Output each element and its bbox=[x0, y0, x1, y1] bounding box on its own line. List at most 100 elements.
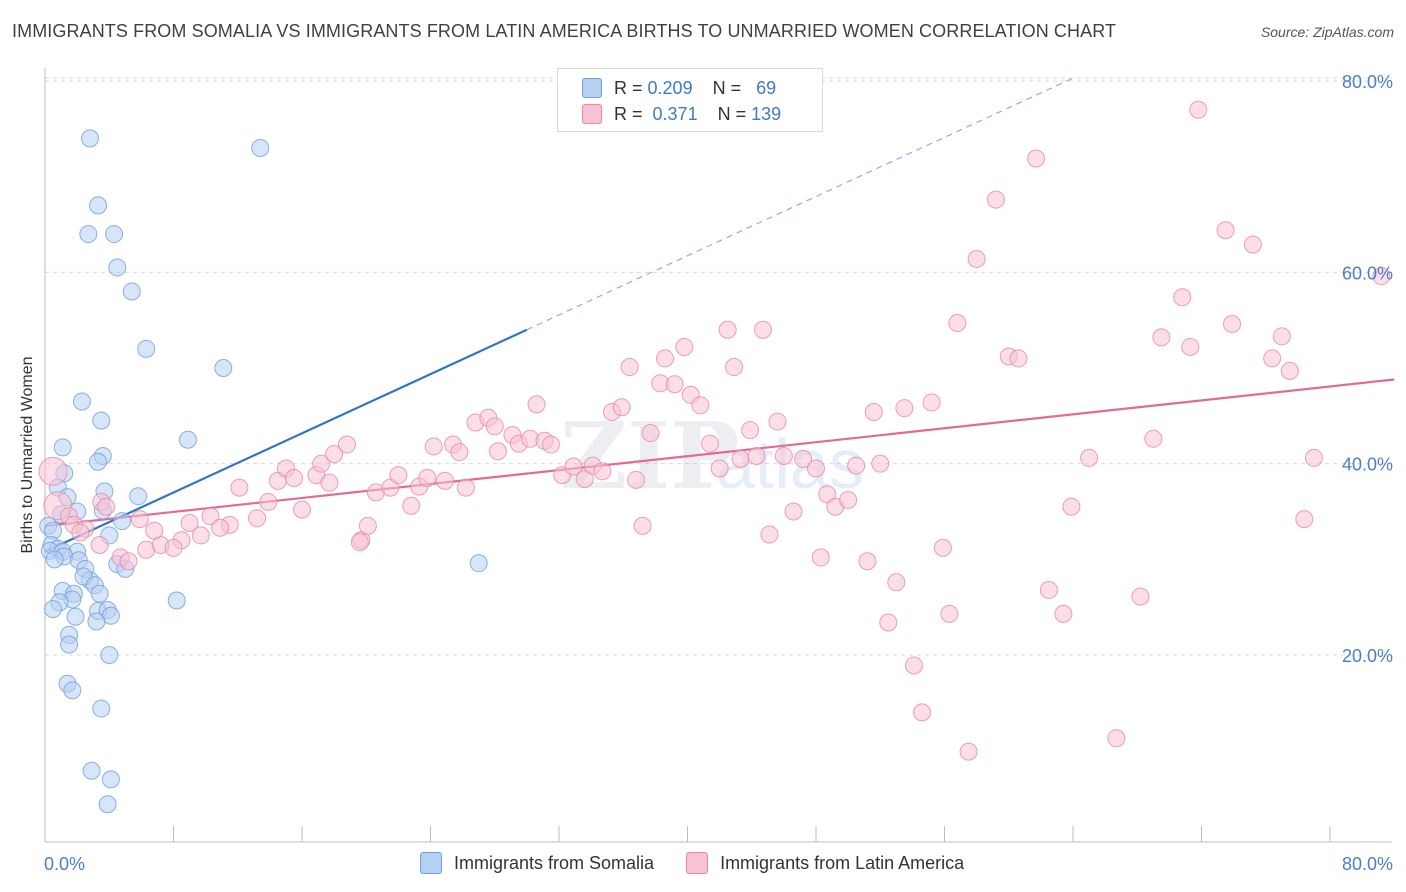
latin-america-point bbox=[753, 320, 772, 339]
latin-america-point bbox=[871, 454, 890, 473]
somalia-point bbox=[214, 359, 233, 377]
somalia-point bbox=[89, 452, 108, 471]
legend-item-latin-america[interactable]: Immigrants from Latin America bbox=[686, 852, 964, 874]
latin-america-point bbox=[575, 469, 594, 488]
latin-america-point bbox=[641, 424, 660, 443]
somalia-swatch bbox=[582, 78, 602, 98]
somalia-point bbox=[45, 550, 64, 569]
r-label: R = bbox=[614, 77, 643, 98]
somalia-point bbox=[251, 138, 270, 157]
latin-america-point bbox=[293, 500, 311, 519]
latin-america-point bbox=[627, 470, 646, 489]
latin-america-point bbox=[191, 526, 210, 545]
latin-america-point bbox=[248, 509, 267, 528]
latin-america-point bbox=[1272, 327, 1291, 346]
grid-layer bbox=[45, 77, 1392, 656]
legend-label: Immigrants from Latin America bbox=[720, 852, 965, 873]
latin-america-point bbox=[1080, 448, 1099, 467]
latin-america-point bbox=[858, 552, 877, 571]
latin-america-point bbox=[1304, 448, 1323, 467]
latin-america-point bbox=[847, 456, 866, 475]
somalia-point bbox=[122, 282, 141, 301]
legend-swatch-somalia bbox=[420, 852, 442, 874]
latin-america-point bbox=[747, 447, 766, 466]
latin-america-point bbox=[986, 190, 1005, 209]
n-label: N = bbox=[712, 77, 742, 98]
latin-america-point bbox=[1280, 361, 1299, 380]
latin-america-point bbox=[1372, 267, 1391, 286]
latin-america-point bbox=[402, 496, 421, 515]
latin-america-point bbox=[350, 533, 369, 552]
somalia-point bbox=[44, 600, 63, 619]
points-layer bbox=[38, 100, 1391, 814]
latin-america-point bbox=[1223, 314, 1242, 333]
latin-america-point bbox=[656, 349, 675, 368]
tick-layer: 20.0% 40.0% 60.0% 80.0% 0.0% 80.0% bbox=[44, 72, 1393, 874]
latin-america-point bbox=[620, 358, 639, 377]
chart-title: IMMIGRANTS FROM SOMALIA VS IMMIGRANTS FR… bbox=[12, 21, 1117, 41]
somalia-point bbox=[105, 225, 124, 244]
latin-america-point bbox=[337, 435, 356, 454]
latin-america-point bbox=[130, 510, 149, 529]
watermark: ZIP atlas bbox=[560, 402, 864, 510]
latin-america-point bbox=[320, 473, 339, 492]
latin-america-point bbox=[38, 456, 68, 486]
somalia-point bbox=[108, 258, 127, 277]
latin-america-point bbox=[967, 249, 986, 268]
latin-america-point bbox=[389, 466, 408, 485]
axis-layer bbox=[44, 68, 1392, 843]
latin-america-point bbox=[665, 375, 684, 394]
somalia-point bbox=[60, 635, 79, 654]
latin-america-point bbox=[1263, 349, 1282, 368]
legend-swatch-latin-america bbox=[686, 852, 709, 874]
latin-america-point bbox=[97, 497, 116, 516]
somalia-point bbox=[79, 225, 98, 244]
latin-america-point bbox=[485, 417, 504, 436]
latin-america-point bbox=[1009, 349, 1028, 368]
latin-america-point bbox=[418, 469, 437, 488]
latin-america-point bbox=[1054, 604, 1073, 623]
latin-america-point bbox=[807, 459, 825, 478]
latin-america-point bbox=[1173, 288, 1192, 307]
latin-america-point bbox=[887, 573, 906, 592]
y-tick-label: 60.0% bbox=[1342, 263, 1393, 283]
latin-america-point bbox=[325, 445, 344, 464]
n-label: N = bbox=[717, 103, 747, 124]
latin-america-point bbox=[164, 538, 183, 557]
latin-america-point bbox=[879, 613, 898, 632]
latin-america-point bbox=[1181, 337, 1200, 356]
latin-america-point bbox=[1027, 149, 1046, 168]
latin-america-point bbox=[895, 399, 914, 418]
legend: Immigrants from Somalia Immigrants from … bbox=[420, 852, 996, 874]
latin-america-point bbox=[768, 412, 787, 431]
latin-america-point bbox=[259, 492, 278, 511]
somalia-point bbox=[178, 430, 197, 449]
somalia-point bbox=[89, 196, 108, 215]
y-tick-label: 40.0% bbox=[1342, 455, 1393, 475]
latin-america-point bbox=[593, 462, 612, 481]
stat-row-latin-america: R = 0.371 N = 139 bbox=[582, 101, 781, 127]
stats-box: R = 0.209 N = 69 R = 0.371 N = 139 bbox=[557, 68, 823, 132]
somalia-point bbox=[113, 512, 132, 531]
somalia-point bbox=[129, 487, 148, 506]
r-value: 0.371 bbox=[652, 103, 698, 124]
latin-america-point bbox=[1062, 497, 1081, 516]
n-value: 69 bbox=[756, 77, 777, 98]
latin-america-point bbox=[922, 393, 941, 412]
latin-america-point bbox=[1189, 100, 1208, 119]
legend-label: Immigrants from Somalia bbox=[454, 852, 655, 873]
latin-america-point bbox=[358, 516, 377, 535]
latin-america-point bbox=[1295, 510, 1314, 529]
latin-america-point bbox=[1152, 328, 1171, 347]
latin-america-point bbox=[839, 491, 858, 510]
latin-america-point bbox=[718, 320, 737, 339]
latin-america-point bbox=[435, 471, 454, 490]
latin-america-point bbox=[119, 552, 138, 571]
latin-america-point bbox=[71, 523, 90, 542]
latin-america-point bbox=[710, 459, 729, 478]
latin-america-point bbox=[774, 447, 793, 466]
latin-america-point bbox=[794, 449, 813, 468]
somalia-point bbox=[90, 584, 109, 603]
legend-item-somalia[interactable]: Immigrants from Somalia bbox=[420, 852, 654, 874]
